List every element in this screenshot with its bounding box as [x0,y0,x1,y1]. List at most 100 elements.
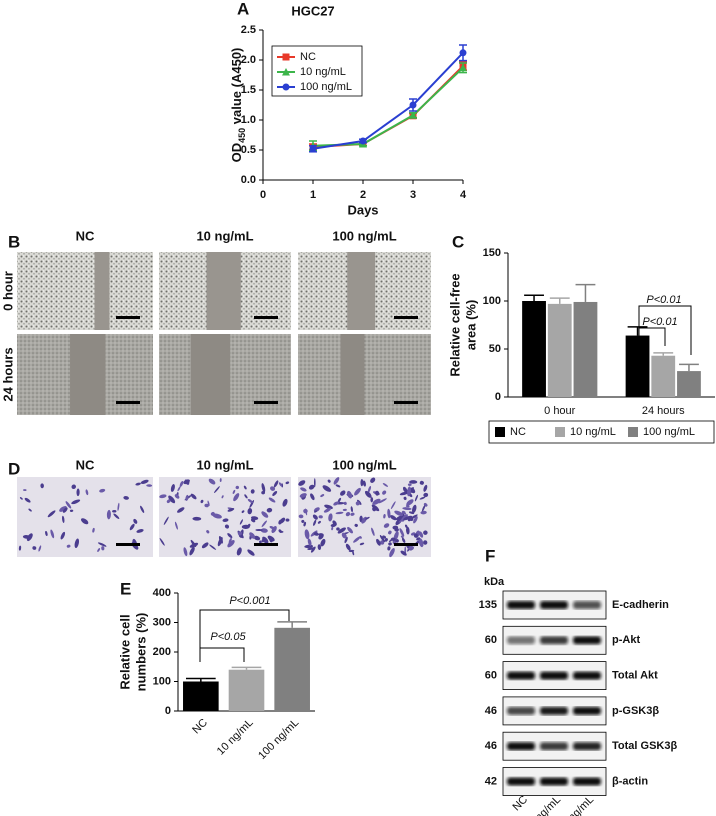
stained-cell [135,482,141,486]
stained-cell [76,488,80,497]
marker [409,111,417,119]
stained-cell [61,515,65,523]
stained-cell [340,490,346,496]
scale-bar [394,401,418,404]
stained-cell [372,506,377,512]
row-label: 24 hours [0,347,15,401]
stained-cell [387,508,391,519]
stained-cell [418,538,424,548]
stained-cell [285,481,290,485]
stained-cell [227,540,235,548]
legend-marker [282,68,290,76]
stained-cell [224,524,230,529]
stained-cell [328,513,333,522]
stained-cell [403,496,407,501]
column-header: NC [76,228,95,243]
stained-cell [50,529,55,539]
marker [409,101,417,109]
bar [651,355,676,397]
error-bar [679,363,699,372]
stained-cell [19,497,23,500]
stained-cell [189,542,199,548]
stained-cell [307,538,312,546]
kda-label: 60 [485,634,497,646]
y-tick-label: 2.5 [241,24,256,36]
y-tick-label: 100 [483,295,501,307]
blot-band [540,706,568,715]
bar [522,301,546,397]
stained-cell [304,508,308,516]
stained-cell [261,483,266,493]
stained-cell [247,508,253,515]
legend-label: 10 ng/mL [570,426,616,438]
stained-cell [217,537,223,547]
stained-cell [423,484,428,492]
significance-bracket [199,609,290,650]
stained-cell [80,518,89,525]
stained-cell [359,542,365,546]
stained-cell [371,527,375,536]
stained-cell [244,494,248,499]
marker [309,145,317,153]
stained-cell [409,480,418,484]
stained-cell [255,528,263,532]
stained-cell [207,500,210,507]
stained-cell [347,526,354,534]
legend-label: NC [510,426,526,438]
stained-cell [261,490,266,495]
stained-cell [249,499,255,509]
stained-cell [235,485,240,490]
stained-cell [32,546,37,550]
stained-cell [343,501,347,505]
blot-band [573,706,601,715]
x-axis-label: Days [347,202,378,217]
stained-cell [261,520,267,528]
legend-box [488,420,715,444]
stained-cell [208,478,216,485]
stained-cell [253,535,261,541]
stained-cell [399,528,405,537]
stained-cell [159,537,165,546]
bar [625,335,650,397]
stained-cell [348,549,355,553]
stained-cell [170,484,175,492]
stained-cell [333,477,340,485]
stained-cell [350,512,355,516]
stained-cell [344,536,348,544]
stained-cell [313,519,317,526]
stained-cell [419,496,426,500]
stained-cell [282,498,288,507]
stained-cell [140,505,145,513]
stained-cell [367,485,372,493]
panel-label: C [452,232,464,251]
column-header: 10 ng/mL [196,228,253,243]
blot-band [573,777,601,786]
stained-cell [360,479,364,487]
stained-cell [136,529,144,533]
legend-label: 100 ng/mL [643,426,695,438]
stained-cell [382,535,387,539]
stained-cell [60,531,66,540]
stained-cell [106,509,111,520]
stained-cell [227,533,233,539]
lane-label: 10 ng/mL [522,794,563,816]
y-label-part: OD [229,143,244,163]
stained-cell [320,538,326,547]
annotation: P<0.01 [642,316,677,328]
stained-cell [318,515,323,519]
legend-label: 100 ng/mL [300,81,352,93]
stained-cell [174,494,180,499]
stained-cell [66,544,71,548]
stained-cell [324,504,333,510]
stained-cell [382,483,389,487]
stained-cell [300,487,307,492]
panel-label: F [485,546,495,565]
blot-band [507,671,535,680]
stained-cell [192,516,202,521]
stained-cell [299,493,307,498]
legend-swatch [628,427,638,437]
error-bar [524,294,544,301]
stained-cell [405,505,410,508]
stained-cell [232,489,236,495]
y-axis-label: numbers (%) [133,613,148,692]
